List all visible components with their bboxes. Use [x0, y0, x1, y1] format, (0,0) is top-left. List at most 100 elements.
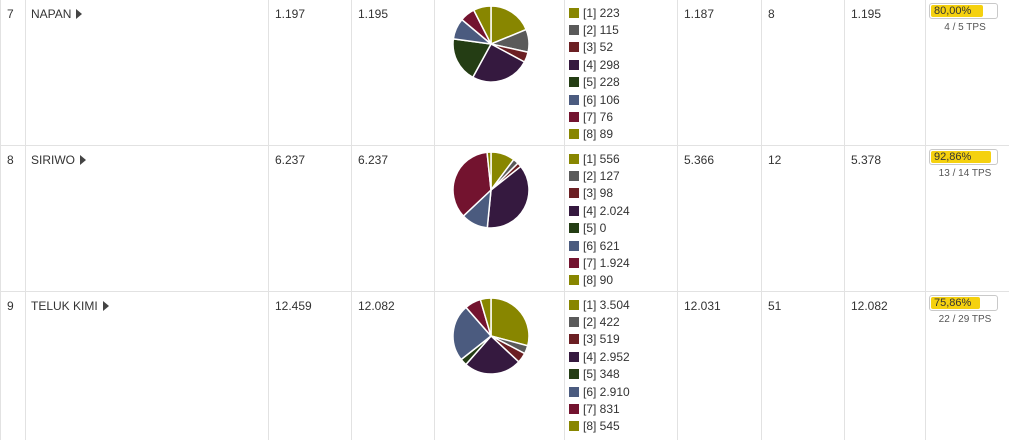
- legend-swatch: [569, 42, 579, 53]
- legend-item: [6] 106: [569, 91, 677, 108]
- legend-label: [7] 76: [583, 110, 614, 125]
- pie-slice: [486, 165, 530, 229]
- legend-item: [1] 556: [569, 150, 677, 167]
- legend-swatch: [569, 275, 579, 286]
- legend-item: [7] 76: [569, 108, 677, 125]
- invalid-votes-value: 51: [768, 299, 782, 313]
- legend-swatch: [569, 7, 579, 18]
- progress-label: 92,86%: [934, 151, 972, 163]
- progress-bar: 92,86%: [929, 149, 998, 165]
- caret-right-icon[interactable]: [76, 9, 83, 19]
- legend-swatch: [569, 171, 579, 182]
- legend-item: [3] 52: [569, 39, 677, 56]
- pie-cell: [434, 145, 565, 292]
- legend-swatch: [569, 240, 579, 251]
- progress-fill: [931, 5, 983, 17]
- region-link[interactable]: TELUK KIMI: [26, 292, 109, 313]
- legend-swatch: [569, 129, 579, 140]
- legend-label: [5] 348: [583, 367, 620, 382]
- progress-label: 75,86%: [934, 297, 972, 309]
- dpt-value: 12.459: [275, 299, 312, 313]
- legend-label: [7] 1.924: [583, 256, 630, 271]
- caret-right-icon[interactable]: [102, 301, 109, 311]
- legend-label: [4] 2.024: [583, 203, 630, 218]
- progress-cell: 75,86% 22 / 29 TPS: [926, 292, 1009, 441]
- table-row: 9 TELUK KIMI 12.459 12.082 [1] 3.504 [2] …: [0, 291, 1009, 441]
- legend-item: [3] 519: [569, 331, 677, 348]
- legend-label: [6] 106: [583, 92, 620, 107]
- legend-label: [2] 115: [583, 23, 619, 38]
- pie-slice: [490, 5, 528, 46]
- legend-label: [4] 298: [583, 57, 620, 72]
- legend-cell: [1] 3.504 [2] 422 [3] 519 [4] 2.952 [5] 348 […: [564, 291, 678, 440]
- pie-slice: [464, 334, 520, 375]
- dpt2-value: 6.237: [358, 153, 389, 167]
- region-cell: SIRIWO: [25, 145, 269, 292]
- dpt2-cell: 6.237: [351, 145, 435, 292]
- legend-label: [3] 98: [583, 186, 614, 201]
- legend-label: [3] 519: [583, 332, 620, 347]
- region-cell: NAPAN: [25, 0, 269, 146]
- pie-slice: [452, 37, 493, 79]
- legend-swatch: [569, 59, 579, 70]
- tps-count: 4 / 5 TPS: [944, 22, 986, 33]
- legend-item: [7] 831: [569, 400, 677, 417]
- valid-votes-value: 5.366: [684, 153, 715, 167]
- row-number: 9: [7, 299, 14, 313]
- dpt-cell: 6.237: [268, 145, 352, 292]
- total-votes-value: 12.082: [851, 299, 888, 313]
- legend-swatch: [569, 223, 579, 234]
- total-votes-value: 5.378: [851, 153, 882, 167]
- dpt2-cell: 12.082: [351, 291, 435, 440]
- legend-swatch: [569, 334, 579, 345]
- dpt-cell: 12.459: [268, 291, 352, 440]
- pie-slice: [490, 297, 530, 347]
- dpt2-value: 12.082: [358, 299, 395, 313]
- legend-label: [2] 127: [583, 169, 620, 184]
- valid-votes-cell: 1.187: [677, 0, 762, 146]
- row-number: 7: [7, 7, 14, 21]
- legend-label: [4] 2.952: [583, 349, 630, 364]
- progress-cell: 80,00% 4 / 5 TPS: [925, 0, 1009, 146]
- vote-pie-chart: [452, 5, 530, 83]
- legend-item: [5] 348: [569, 366, 677, 383]
- legend-swatch: [569, 25, 579, 36]
- progress-bar: 80,00%: [929, 3, 998, 19]
- legend-label: [2] 422: [583, 315, 620, 330]
- legend-label: [6] 621: [583, 238, 620, 253]
- region-link[interactable]: SIRIWO: [26, 146, 86, 167]
- legend-label: [8] 545: [583, 419, 620, 434]
- total-votes-cell: 5.378: [844, 145, 926, 292]
- row-number-cell: 9: [0, 291, 26, 440]
- progress-fill: [931, 151, 992, 163]
- legend-item: [2] 422: [569, 313, 677, 330]
- progress-fill: [931, 297, 981, 309]
- tps-count: 22 / 29 TPS: [938, 314, 992, 325]
- total-votes-value: 1.195: [851, 7, 882, 21]
- pie-slice: [452, 151, 492, 218]
- legend-item: [6] 2.910: [569, 383, 677, 400]
- pie-cell: [434, 291, 565, 440]
- legend-swatch: [569, 112, 579, 123]
- table-row: 7 NAPAN 1.197 1.195 [1] 223 [2] 115 [3] 52…: [0, 0, 1009, 146]
- row-number-cell: 8: [0, 145, 26, 292]
- legend-item: [2] 115: [569, 21, 677, 38]
- invalid-votes-cell: 8: [761, 0, 845, 146]
- region-name: NAPAN: [31, 7, 72, 21]
- valid-votes-cell: 5.366: [677, 145, 762, 292]
- invalid-votes-value: 8: [768, 7, 775, 21]
- region-cell: TELUK KIMI: [25, 291, 269, 440]
- legend-swatch: [569, 205, 579, 216]
- legend-label: [1] 223: [583, 5, 620, 20]
- invalid-votes-cell: 12: [761, 145, 845, 292]
- legend-swatch: [569, 351, 579, 362]
- vote-legend: [1] 3.504 [2] 422 [3] 519 [4] 2.952 [5] 348 […: [565, 292, 677, 435]
- region-name: TELUK KIMI: [31, 299, 98, 313]
- legend-swatch: [569, 369, 579, 380]
- row-number: 8: [7, 153, 14, 167]
- caret-right-icon[interactable]: [80, 155, 86, 165]
- legend-swatch: [569, 404, 579, 415]
- region-link[interactable]: NAPAN: [26, 0, 83, 21]
- progress-label: 80,00%: [934, 5, 972, 17]
